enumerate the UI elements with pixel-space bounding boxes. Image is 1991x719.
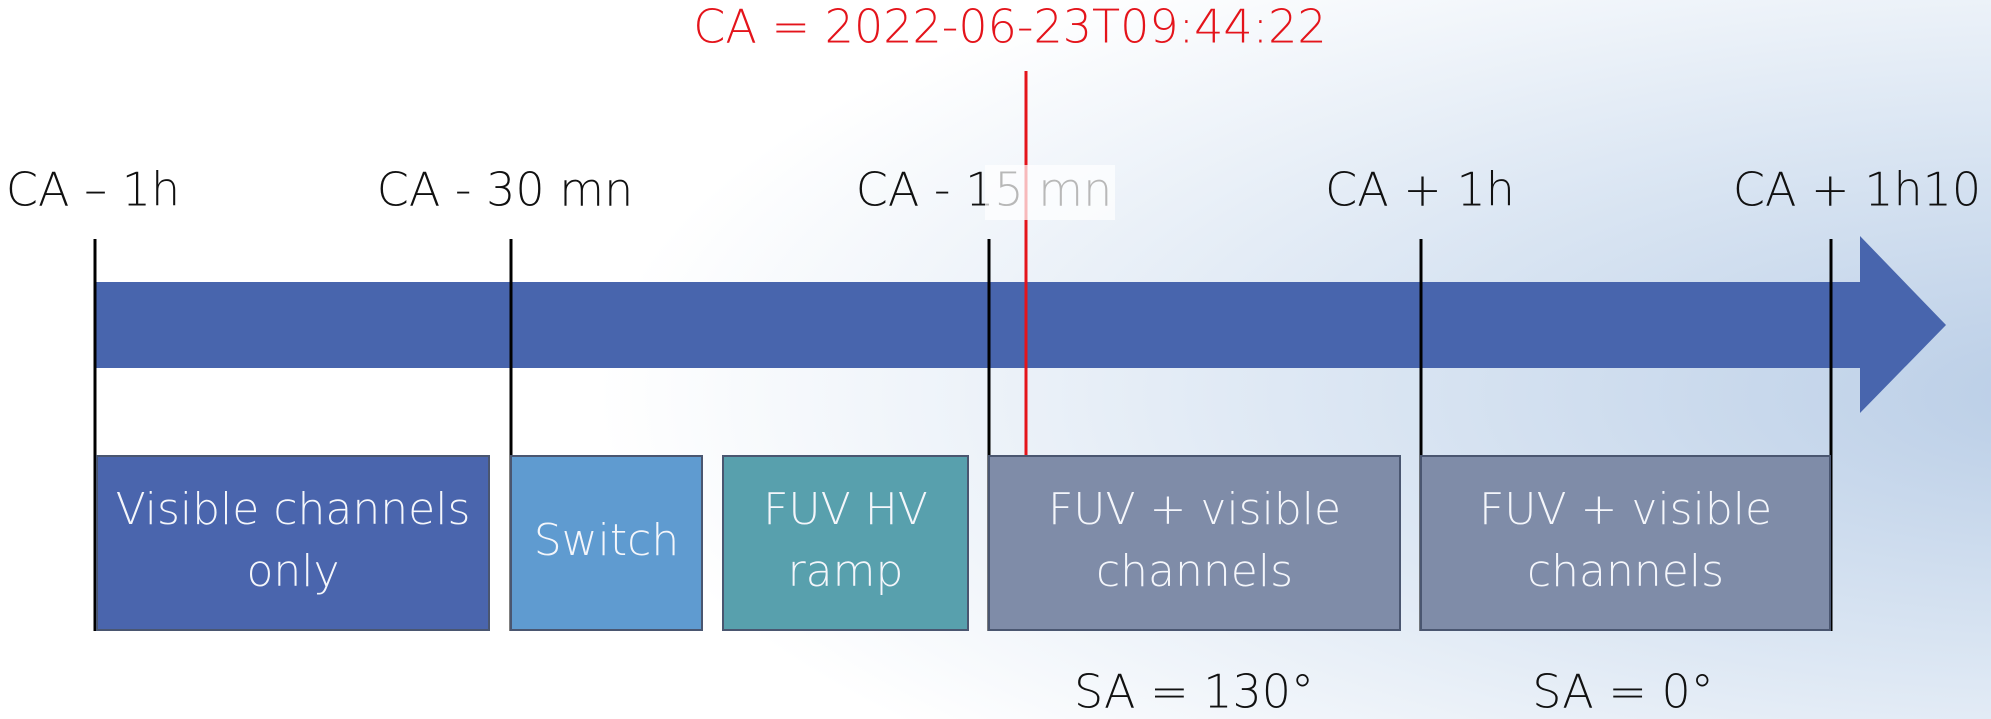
phase-box — [1420, 455, 1831, 631]
phase-box — [510, 455, 703, 631]
phase-box — [988, 455, 1401, 631]
milestone-label: CA – 1h — [6, 163, 180, 217]
phase-label: only — [246, 546, 339, 597]
phase-box — [722, 455, 969, 631]
phase-label: Visible channels — [116, 484, 471, 535]
phase-label: FUV HV — [763, 484, 928, 535]
phase-label: ramp — [788, 546, 904, 597]
milestone-label: CA - 30 mn — [377, 163, 634, 217]
phase-label: channels — [1527, 546, 1724, 597]
time-arrow — [95, 236, 1946, 413]
solar-angle-label: SA = 0° — [1532, 665, 1714, 719]
phase-label: FUV + visible — [1479, 484, 1772, 535]
label-backdrop — [985, 165, 1115, 220]
phase-label: Switch — [534, 515, 679, 566]
milestone-label: CA + 1h10 — [1733, 163, 1981, 217]
milestone-label: CA + 1h — [1325, 163, 1515, 217]
closest-approach-label: CA = 2022-06-23T09:44:22 — [693, 0, 1326, 54]
solar-angle-label: SA = 130° — [1074, 665, 1314, 719]
phase-label: FUV + visible — [1048, 484, 1341, 535]
phase-label: channels — [1096, 546, 1293, 597]
phase-box — [96, 455, 490, 631]
